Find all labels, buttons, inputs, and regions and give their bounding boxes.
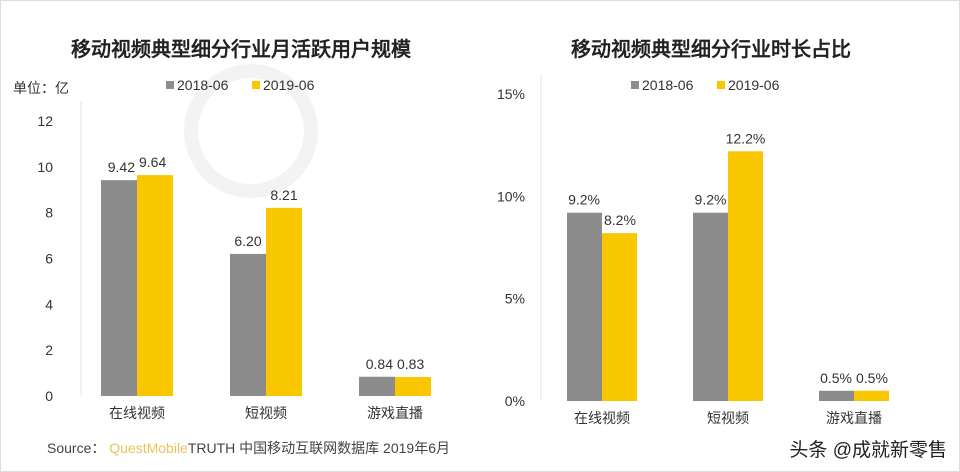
- bar-2019-06: [137, 175, 173, 396]
- data-label: 9.42: [108, 159, 135, 175]
- chart-title: 移动视频典型细分行业时长占比: [571, 37, 851, 61]
- y-tick-label: 4: [45, 296, 53, 312]
- y-tick-label: 8: [45, 205, 53, 221]
- x-tick-label: 在线视频: [574, 410, 630, 426]
- y-tick-label: 12: [37, 113, 53, 129]
- bar-2019-06: [854, 390, 889, 401]
- y-tick-label: 6: [45, 251, 53, 267]
- source-prefix: Source：: [47, 440, 106, 456]
- data-label: 9.2%: [695, 192, 727, 208]
- bar-2019-06: [602, 233, 637, 401]
- x-tick-label: 短视频: [707, 410, 749, 426]
- x-tick-label: 游戏直播: [826, 410, 882, 426]
- bar-2019-06: [728, 151, 763, 401]
- data-label: 0.83: [397, 356, 424, 372]
- legend-label: 2018-06: [642, 77, 694, 93]
- watermark-logo: [184, 64, 318, 198]
- bar-2018-06: [567, 212, 602, 401]
- bar-2018-06: [693, 212, 728, 401]
- data-label: 8.21: [270, 187, 297, 203]
- data-label: 0.84: [366, 356, 393, 372]
- y-tick-label: 15%: [497, 86, 525, 102]
- y-tick-label: 10: [37, 159, 53, 175]
- y-tick-label: 0: [45, 388, 53, 404]
- unit-label: 单位：亿: [13, 80, 69, 96]
- data-label: 0.5%: [856, 370, 888, 386]
- legend-label: 2019-06: [728, 77, 780, 93]
- x-tick-label: 游戏直播: [367, 405, 423, 421]
- data-label: 6.20: [234, 233, 261, 249]
- data-label: 8.2%: [604, 212, 636, 228]
- data-label: 12.2%: [726, 130, 766, 146]
- data-label: 0.5%: [820, 370, 852, 386]
- legend-swatch: [717, 81, 725, 89]
- legend-label: 2018-06: [177, 77, 229, 93]
- x-tick-label: 短视频: [245, 405, 287, 421]
- data-label: 9.64: [139, 154, 166, 170]
- y-tick-label: 10%: [497, 188, 525, 204]
- bar-2018-06: [101, 180, 137, 396]
- legend-swatch: [166, 81, 174, 89]
- bar-2019-06: [395, 376, 431, 396]
- bar-2018-06: [819, 390, 854, 401]
- chart-title: 移动视频典型细分行业月活跃用户规模: [71, 37, 412, 61]
- source-note: Source： QuestMobileTRUTH 中国移动互联网数据库 2019…: [47, 438, 450, 458]
- credit-watermark: 头条 @成就新零售: [789, 440, 947, 461]
- legend-swatch: [252, 81, 260, 89]
- source-brand: QuestMobile: [109, 440, 188, 456]
- source-text: TRUTH 中国移动互联网数据库 2019年6月: [187, 440, 450, 456]
- y-tick-label: 2: [45, 342, 53, 358]
- y-tick-label: 0%: [505, 393, 525, 409]
- bar-2018-06: [359, 376, 395, 396]
- x-tick-label: 在线视频: [109, 405, 165, 421]
- legend-label: 2019-06: [263, 77, 315, 93]
- y-tick-label: 5%: [505, 291, 525, 307]
- data-label: 9.2%: [568, 192, 600, 208]
- legend-swatch: [631, 81, 639, 89]
- bar-2018-06: [230, 253, 266, 396]
- bar-2019-06: [266, 207, 302, 396]
